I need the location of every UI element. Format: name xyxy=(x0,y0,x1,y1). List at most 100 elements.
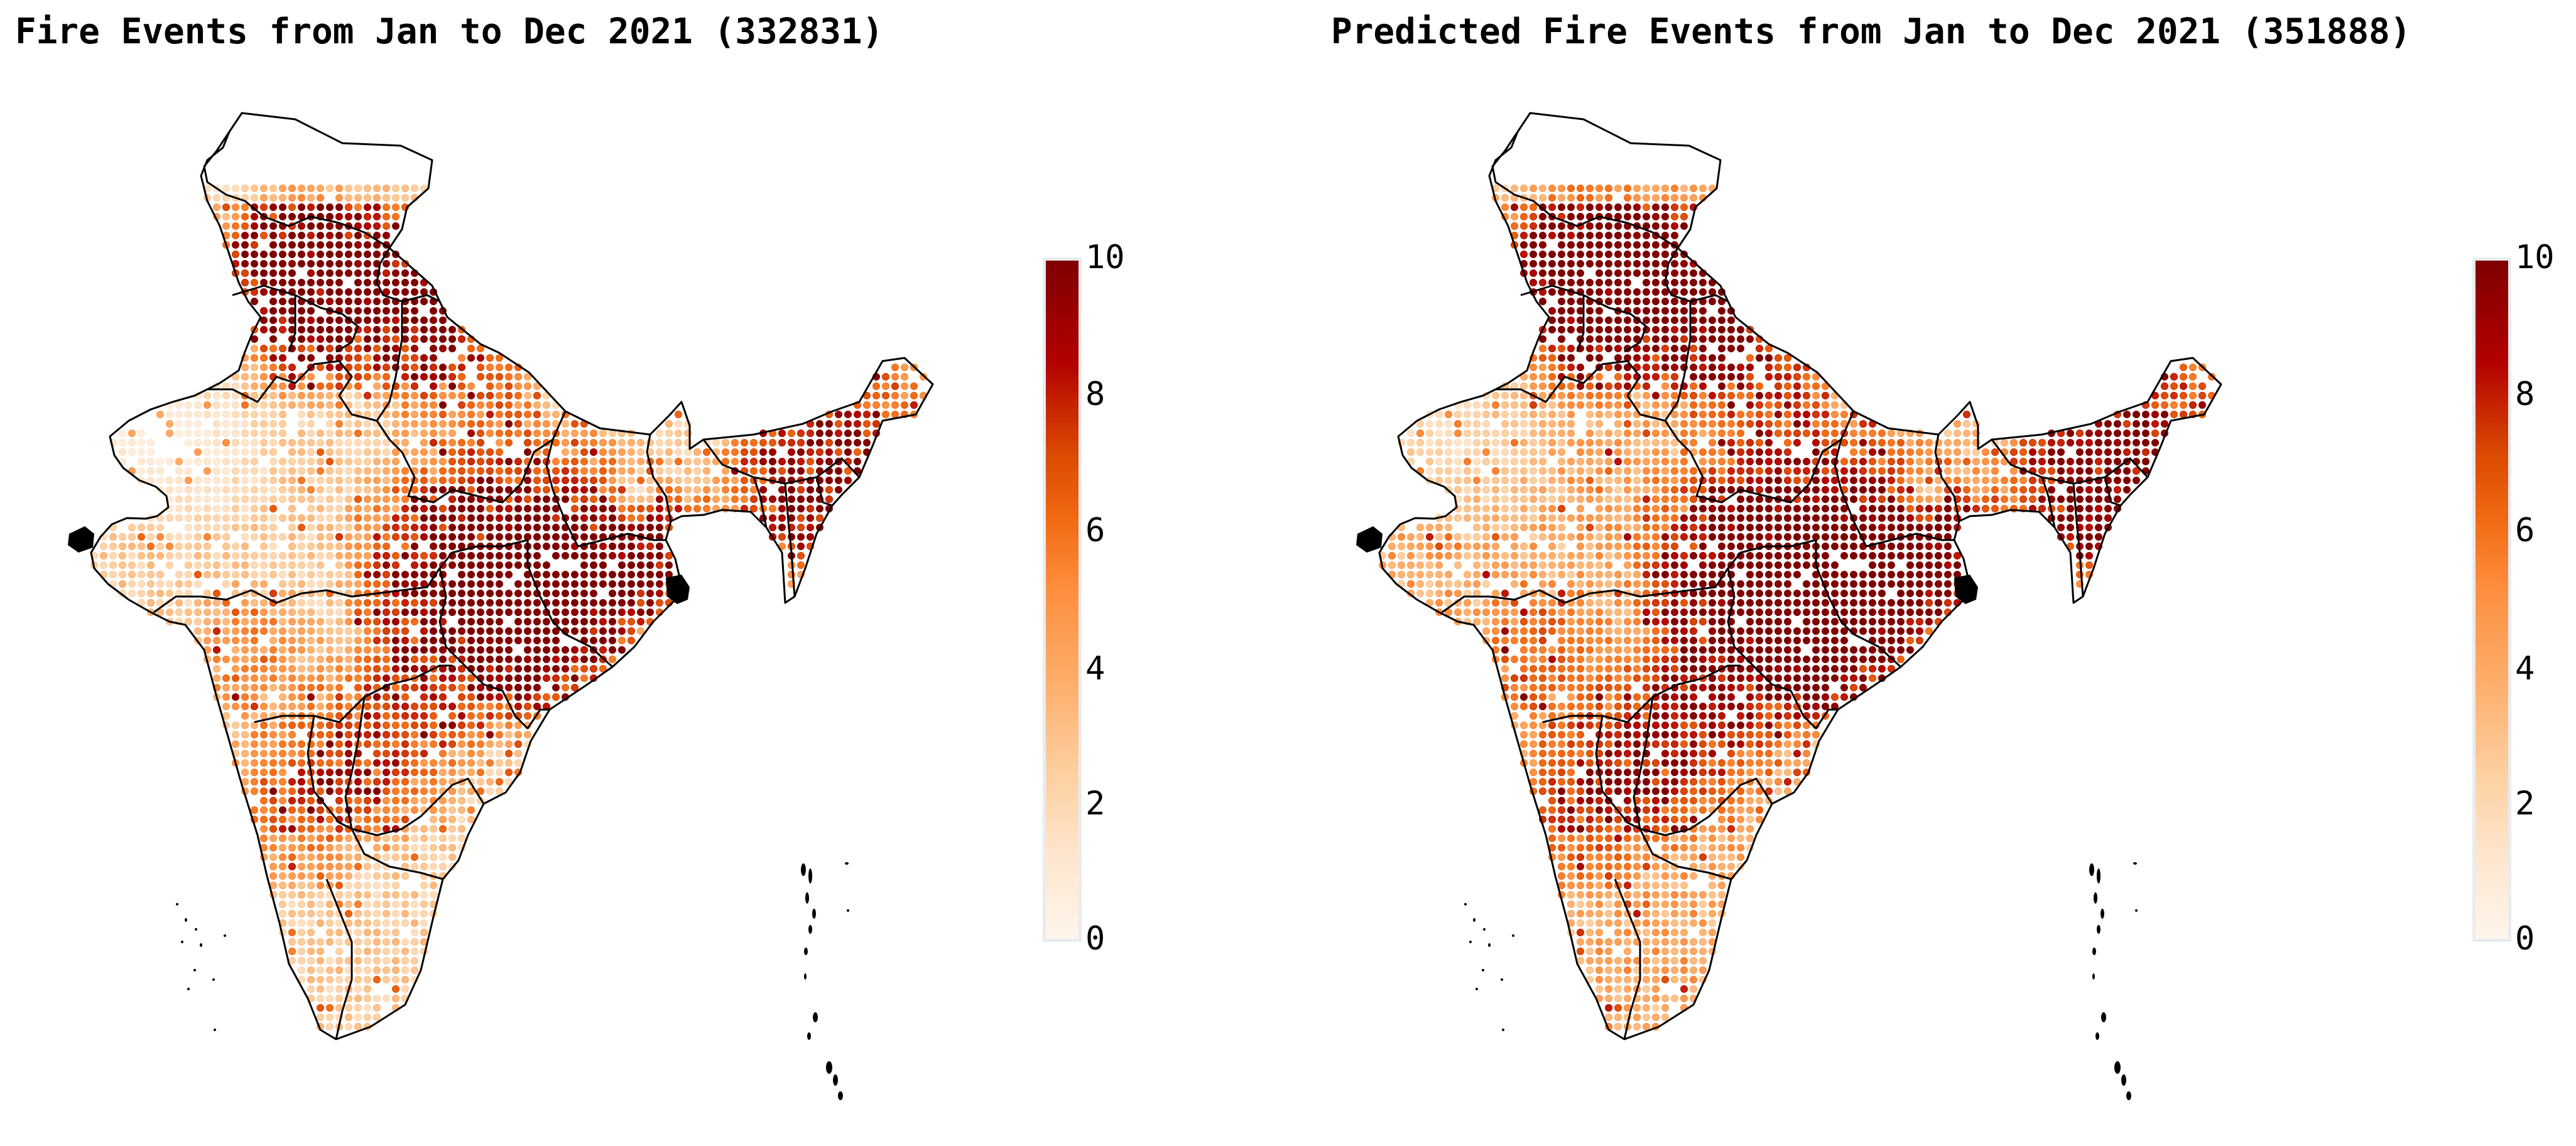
fire-event-dot xyxy=(524,637,532,645)
fire-event-dot xyxy=(345,882,353,890)
fire-event-dot xyxy=(345,477,353,485)
fire-event-dot xyxy=(250,674,258,683)
fire-event-dot xyxy=(288,816,296,824)
fire-event-dot xyxy=(1595,231,1603,239)
fire-event-dot xyxy=(1756,382,1764,391)
fire-event-dot xyxy=(599,552,607,560)
fire-event-dot xyxy=(354,269,362,277)
fire-event-dot xyxy=(1482,495,1490,504)
fire-event-dot xyxy=(156,533,164,541)
fire-event-dot xyxy=(1510,439,1518,447)
fire-event-dot xyxy=(222,524,230,532)
fire-event-dot xyxy=(524,665,532,673)
fire-event-dot xyxy=(2104,439,2112,447)
fire-event-dot xyxy=(1784,467,1792,475)
fire-event-dot xyxy=(411,750,419,758)
fire-event-dot xyxy=(411,382,419,391)
fire-event-dot xyxy=(1765,430,1773,438)
fire-event-dot xyxy=(1519,420,1528,428)
fire-event-dot xyxy=(1756,505,1764,513)
fire-event-dot xyxy=(1925,448,1933,457)
fire-event-dot xyxy=(335,288,344,296)
fire-event-dot xyxy=(1812,401,1820,409)
fire-event-dot xyxy=(1982,486,1990,494)
fire-event-dot xyxy=(430,825,438,833)
fire-event-dot xyxy=(326,825,334,833)
fire-event-dot xyxy=(524,411,532,419)
fire-event-dot xyxy=(1529,184,1537,192)
fire-event-dot xyxy=(458,646,466,654)
fire-event-dot xyxy=(288,759,296,767)
fire-event-dot xyxy=(1463,458,1471,466)
fire-event-dot xyxy=(231,693,239,701)
fire-event-dot xyxy=(411,910,419,918)
fire-event-dot xyxy=(533,674,541,683)
fire-event-dot xyxy=(373,863,381,871)
island xyxy=(804,948,808,955)
fire-event-dot xyxy=(250,787,258,796)
fire-event-dot xyxy=(1585,580,1594,588)
fire-event-dot xyxy=(731,477,739,485)
fire-event-dot xyxy=(1878,580,1886,588)
fire-event-dot xyxy=(326,411,334,419)
fire-event-dot xyxy=(1935,505,1943,513)
fire-event-dot xyxy=(2114,477,2122,485)
fire-event-dot xyxy=(316,995,324,1003)
fire-event-dot xyxy=(1538,439,1546,447)
fire-event-dot xyxy=(316,759,324,767)
fire-event-dot xyxy=(1510,203,1518,211)
fire-event-dot xyxy=(496,430,504,438)
fire-event-dot xyxy=(278,430,286,438)
fire-event-dot xyxy=(1472,430,1481,438)
fire-event-dot xyxy=(345,552,353,560)
fire-event-dot xyxy=(364,364,372,372)
fire-event-dot xyxy=(269,806,277,814)
fire-event-dot xyxy=(146,561,155,570)
fire-event-dot xyxy=(1472,420,1481,428)
fire-event-dot xyxy=(203,618,211,626)
fire-event-dot xyxy=(345,637,353,645)
fire-event-dot xyxy=(354,608,362,617)
fire-event-dot xyxy=(458,335,466,343)
fire-event-dot xyxy=(430,618,438,626)
fire-event-dot xyxy=(505,392,513,400)
fire-event-dot xyxy=(1661,448,1670,457)
fire-event-dot xyxy=(392,816,400,824)
fire-event-dot xyxy=(269,467,277,475)
fire-event-dot xyxy=(269,816,277,824)
fire-event-dot xyxy=(1718,420,1726,428)
fire-event-dot xyxy=(259,665,268,673)
fire-event-dot xyxy=(128,561,136,570)
fire-event-dot xyxy=(364,222,372,230)
fire-event-dot xyxy=(1906,448,1915,457)
fire-event-dot xyxy=(628,439,636,447)
fire-event-dot xyxy=(345,627,353,635)
fire-event-dot xyxy=(1991,486,1999,494)
fire-event-dot xyxy=(193,580,202,588)
fire-event-dot xyxy=(552,637,560,645)
fire-event-dot xyxy=(1709,505,1717,513)
fire-event-dot xyxy=(609,571,617,579)
fire-event-dot xyxy=(259,646,268,654)
fire-event-dot xyxy=(1699,561,1707,570)
fire-event-dot xyxy=(278,231,286,239)
fire-event-dot xyxy=(599,495,607,504)
fire-event-dot xyxy=(259,740,268,749)
fire-event-dot xyxy=(269,269,277,277)
fire-event-dot xyxy=(1595,524,1603,532)
fire-event-dot xyxy=(373,787,381,796)
fire-event-dot xyxy=(562,656,570,664)
fire-event-dot xyxy=(401,806,410,814)
fire-event-dot xyxy=(345,288,353,296)
fire-event-dot xyxy=(524,712,532,720)
fire-event-dot xyxy=(383,608,391,617)
fire-event-dot xyxy=(278,900,286,909)
fire-event-dot xyxy=(1661,241,1670,249)
fire-event-dot xyxy=(250,712,258,720)
fire-event-dot xyxy=(297,853,305,862)
fire-event-dot xyxy=(1614,543,1622,551)
fire-event-dot xyxy=(1737,382,1745,391)
fire-event-dot xyxy=(231,646,239,654)
fire-event-dot xyxy=(193,608,202,617)
fire-event-dot xyxy=(373,184,381,192)
